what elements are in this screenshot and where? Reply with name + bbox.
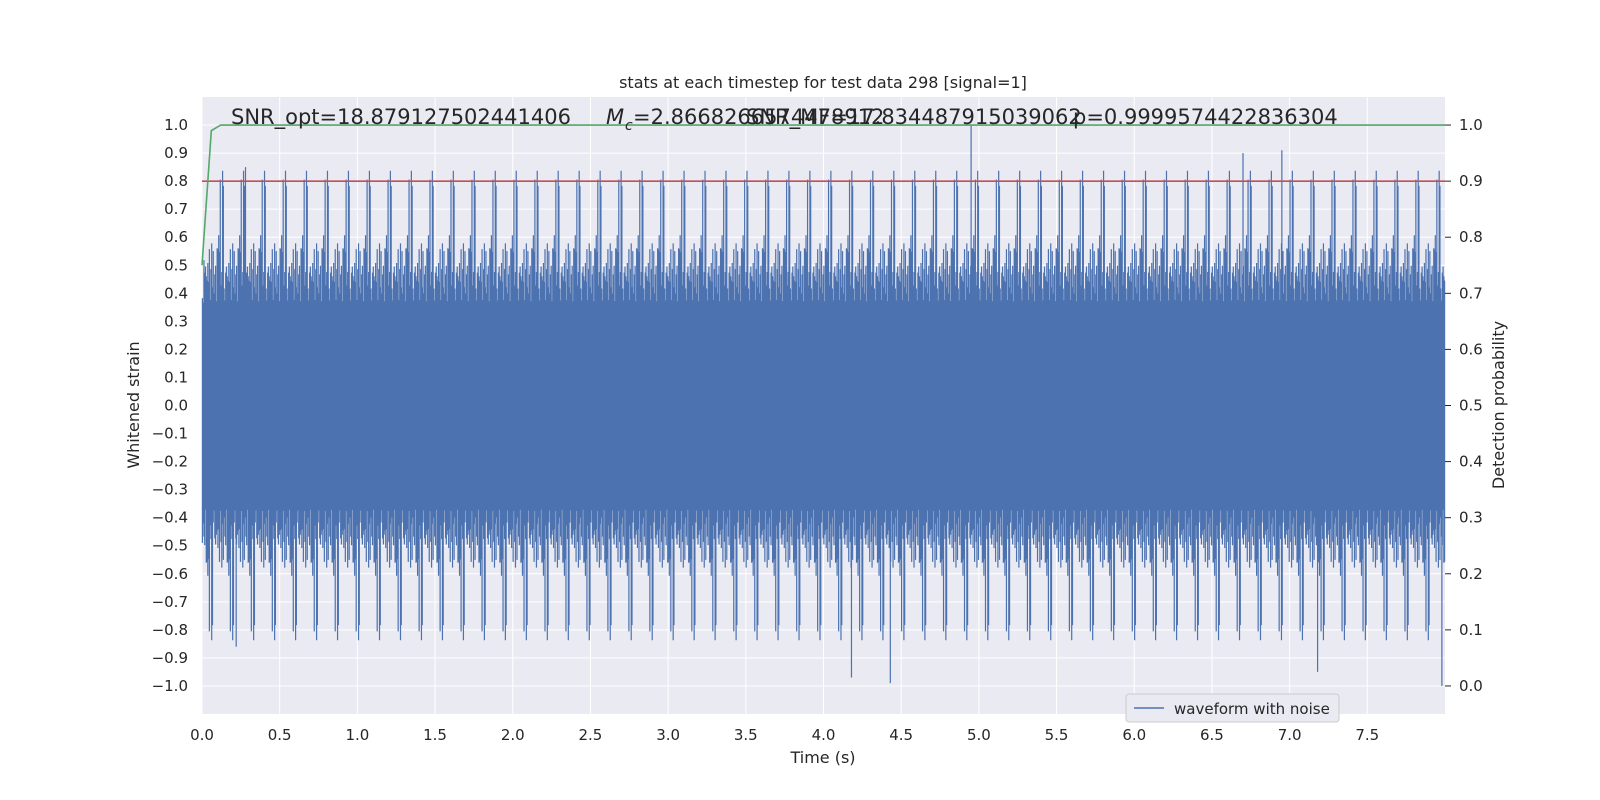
x-tick-label: 0.5: [268, 726, 292, 744]
y-tick-label: 0.0: [164, 397, 188, 415]
y-tick-label: −0.9: [152, 649, 188, 667]
x-tick-label: 1.0: [345, 726, 369, 744]
x-tick-label: 1.5: [423, 726, 447, 744]
y-tick-label: 0.8: [164, 172, 188, 190]
annotation-snr-opt: SNR_opt=18.879127502441406: [231, 105, 571, 130]
x-axis-ticks: 0.0 0.5 1.0 1.5 2.0 2.5 3.0 3.5 4.0 4.5 5.0 5.5 6.0 6…: [190, 726, 1379, 744]
x-tick-label: 7.5: [1355, 726, 1379, 744]
y-axis-ticks: 1.0 0.9 0.8 0.7 0.6 0.5 0.4 0.3 0.2 0.1 0.0 −0.1 −0.…: [152, 116, 188, 695]
detection-probability-lines: [201, 124, 1445, 266]
y-tick-label: −0.7: [152, 593, 188, 611]
x-tick-label: 3.5: [734, 726, 758, 744]
y-tick-label: −0.8: [152, 621, 188, 639]
y2-tick-label: 0.0: [1459, 677, 1483, 695]
y2-tick-label: 0.5: [1459, 397, 1483, 415]
y-tick-label: 0.1: [164, 368, 188, 386]
y2-tick-label: 0.2: [1459, 565, 1483, 583]
y2-tick-label: 0.8: [1459, 228, 1483, 246]
y-tick-label: −0.3: [152, 481, 188, 499]
x-tick-label: 6.5: [1200, 726, 1224, 744]
x-tick-label: 4.0: [812, 726, 836, 744]
y-tick-label: 0.3: [164, 312, 188, 330]
x-tick-label: 6.0: [1122, 726, 1146, 744]
y-tick-label: −1.0: [152, 677, 188, 695]
x-tick-label: 5.5: [1045, 726, 1069, 744]
y2-tick-label: 1.0: [1459, 116, 1483, 134]
x-tick-label: 2.0: [501, 726, 525, 744]
y2-tick-label: 0.1: [1459, 621, 1483, 639]
annotation-snr-mf: SNR_MF=17.834487915039062: [746, 105, 1082, 130]
y2-axis-label: Detection probability: [1489, 321, 1508, 489]
y2-tick-label: 0.3: [1459, 509, 1483, 527]
y2-tick-label: 0.7: [1459, 284, 1483, 302]
annotation-mc-symbol: M: [606, 105, 624, 129]
x-tick-label: 7.0: [1278, 726, 1302, 744]
x-tick-label: 2.5: [579, 726, 603, 744]
y-tick-label: −0.2: [152, 453, 188, 471]
annotation-p-value: p=0.9999574422836304: [1073, 105, 1338, 129]
y2-tick-label: 0.9: [1459, 172, 1483, 190]
y-tick-label: −0.5: [152, 537, 188, 555]
y-tick-label: 0.6: [164, 228, 188, 246]
y2-tick-label: 0.6: [1459, 340, 1483, 358]
waveform-line: [201, 125, 1446, 686]
annotation-mc-value: =2.8668266574478912: [633, 105, 884, 129]
series-waveform-with-noise: [201, 125, 1446, 686]
y-tick-label: 0.5: [164, 256, 188, 274]
y-tick-label: −0.4: [152, 509, 188, 527]
x-tick-label: 3.0: [656, 726, 680, 744]
annotation-mc-subscript: c: [625, 118, 633, 134]
y-tick-label: −0.6: [152, 565, 188, 583]
y-tick-label: 0.4: [164, 284, 188, 302]
y-axis-label: Whitened strain: [124, 341, 143, 468]
y-tick-label: 0.9: [164, 144, 188, 162]
legend-label-waveform: waveform with noise: [1174, 700, 1330, 718]
y-tick-label: 0.7: [164, 200, 188, 218]
y-tick-label: 0.2: [164, 340, 188, 358]
legend: waveform with noise: [1125, 693, 1340, 723]
legend-box: [1125, 693, 1340, 723]
y2-axis-ticks: 1.0 0.9 0.8 0.7 0.6 0.5 0.4 0.3 0.2 0.1 0.0: [1445, 116, 1483, 695]
chart-title: stats at each timestep for test data 298…: [619, 73, 1027, 92]
y-tick-label: −0.1: [152, 425, 188, 443]
y-tick-label: 1.0: [164, 116, 188, 134]
probability-line: [201, 124, 1445, 266]
x-tick-label: 5.0: [967, 726, 991, 744]
x-tick-label: 0.0: [190, 726, 214, 744]
x-axis-label: Time (s): [789, 748, 855, 767]
y2-tick-label: 0.4: [1459, 453, 1483, 471]
x-tick-label: 4.5: [889, 726, 913, 744]
